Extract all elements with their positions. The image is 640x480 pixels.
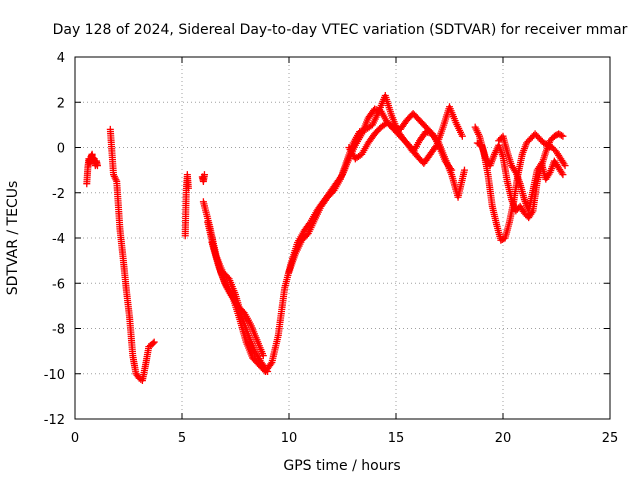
x-axis-title: GPS time / hours — [283, 458, 400, 474]
y-tick-label: -8 — [52, 323, 65, 338]
series-segment-5c — [208, 239, 267, 360]
data-point — [460, 166, 468, 174]
y-tick-label: 2 — [57, 96, 65, 111]
x-tick-label: 5 — [178, 431, 186, 446]
data-point — [149, 339, 157, 347]
axis-ticks: 0 5 10 15 20 25 -12 -10 -8 -6 -4 -2 0 2 4 — [44, 51, 619, 446]
data-point — [458, 132, 466, 140]
data-point — [559, 171, 567, 179]
chart-title: Day 128 of 2024, Sidereal Day-to-day VTE… — [53, 22, 628, 38]
data-point — [448, 166, 456, 174]
data-point — [557, 131, 565, 139]
series-segment-11 — [495, 132, 567, 215]
data-point — [447, 165, 455, 173]
x-tick-label: 0 — [71, 431, 79, 446]
y-tick-label: -10 — [44, 368, 65, 383]
series-segment-4 — [198, 171, 208, 185]
data-series — [83, 91, 569, 385]
data-point — [150, 338, 158, 346]
series-segment-10 — [473, 130, 567, 222]
x-tick-label: 25 — [602, 431, 619, 446]
y-axis-title: SDTVAR / TECUs — [5, 181, 21, 296]
y-tick-label: 0 — [57, 142, 65, 157]
series-segment-1 — [83, 150, 101, 188]
data-point — [111, 174, 119, 182]
data-point — [184, 184, 192, 192]
y-tick-label: -2 — [52, 187, 65, 202]
series-segment-8 — [345, 119, 456, 174]
y-tick-label: -4 — [52, 232, 65, 247]
data-point — [93, 162, 101, 170]
data-point — [200, 171, 208, 179]
series-segment-2 — [106, 125, 158, 385]
data-point — [267, 360, 275, 368]
x-tick-label: 10 — [281, 431, 298, 446]
series-segment-3 — [181, 171, 192, 240]
data-point — [559, 132, 567, 140]
grid-lines — [75, 57, 610, 419]
series-segment-7 — [285, 91, 466, 276]
x-tick-label: 15 — [388, 431, 405, 446]
y-tick-label: -6 — [52, 277, 65, 292]
data-point — [259, 352, 267, 360]
data-point — [561, 162, 569, 170]
y-tick-label: -12 — [44, 413, 65, 428]
y-tick-label: 4 — [57, 51, 65, 66]
x-tick-label: 20 — [495, 431, 512, 446]
